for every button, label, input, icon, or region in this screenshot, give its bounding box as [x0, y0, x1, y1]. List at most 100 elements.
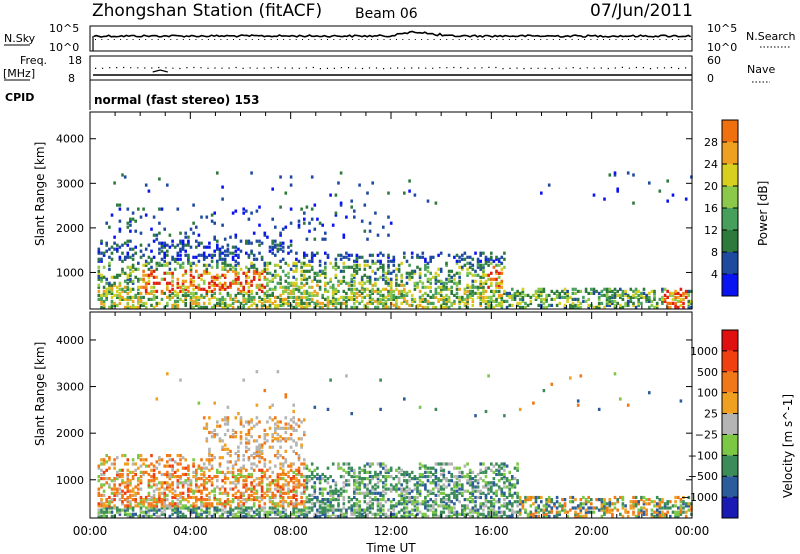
- heatmap-cell: [158, 487, 161, 491]
- heatmap-cell: [102, 253, 106, 257]
- heatmap-cell: [297, 219, 301, 223]
- heatmap-cell: [334, 489, 338, 493]
- heatmap-cell: [297, 285, 301, 289]
- heatmap-cell: [287, 291, 290, 295]
- heatmap-cell: [223, 422, 227, 426]
- heatmap-cell: [350, 289, 353, 293]
- heatmap-cell: [144, 464, 148, 468]
- heatmap-cell: [345, 251, 348, 255]
- heatmap-cell: [353, 479, 356, 483]
- heatmap-cell: [508, 479, 511, 483]
- heatmap-cell: [632, 504, 635, 508]
- heatmap-cell: [476, 285, 480, 289]
- heatmap-cell: [118, 487, 122, 491]
- heatmap-cell: [416, 485, 419, 489]
- heatmap-cell: [331, 287, 335, 291]
- heatmap-cell: [524, 498, 527, 502]
- heatmap-cell: [245, 437, 248, 441]
- heatmap-cell: [410, 502, 414, 506]
- heatmap-cell: [403, 502, 406, 506]
- heatmap-cell: [295, 257, 298, 261]
- heatmap-cell: [300, 437, 303, 441]
- heatmap-cell: [416, 512, 419, 516]
- heatmap-cell: [279, 514, 282, 518]
- heatmap-cell: [400, 468, 403, 472]
- heatmap-cell: [521, 287, 525, 291]
- heatmap-cell: [368, 495, 372, 500]
- heatmap-cell: [368, 281, 372, 285]
- heatmap-cell: [250, 295, 253, 299]
- heatmap-cell: [382, 225, 385, 229]
- heatmap-cell: [245, 483, 248, 487]
- heatmap-cell: [179, 265, 182, 269]
- heatmap-cell: [597, 295, 601, 299]
- heatmap-cell: [555, 512, 559, 516]
- heatmap-cell: [200, 512, 203, 516]
- heatmap-cell: [511, 287, 514, 291]
- heatmap-cell: [495, 493, 498, 497]
- heatmap-cell: [432, 275, 435, 279]
- heatmap-cell: [511, 495, 514, 500]
- heatmap-cell: [113, 483, 116, 487]
- heatmap-cell: [632, 293, 635, 297]
- heatmap-cell: [429, 470, 432, 474]
- heatmap-cell: [476, 481, 480, 485]
- heatmap-cell: [313, 293, 317, 297]
- heatmap-cell: [205, 439, 209, 443]
- colorbar-tick-label: 4: [711, 268, 718, 281]
- heatmap-cell: [239, 508, 243, 512]
- heatmap-cell: [181, 289, 185, 293]
- heatmap-cell: [97, 283, 101, 287]
- heatmap-cell: [389, 221, 393, 225]
- heatmap-cell: [305, 510, 309, 514]
- heatmap-cell: [368, 491, 372, 495]
- heatmap-cell: [558, 301, 561, 305]
- heatmap-cell: [152, 483, 156, 487]
- heatmap-cell: [329, 493, 332, 497]
- heatmap-cell: [189, 479, 193, 483]
- heatmap-cell: [558, 510, 561, 514]
- heatmap-cell: [316, 279, 319, 283]
- heatmap-cell: [508, 502, 511, 506]
- heatmap-cell: [426, 269, 430, 273]
- heatmap-cell: [213, 433, 216, 437]
- heatmap-cell: [281, 477, 285, 481]
- heatmap-cell: [637, 508, 640, 512]
- heatmap-cell: [329, 502, 332, 506]
- heatmap-cell: [345, 510, 348, 514]
- heatmap-cell: [279, 247, 282, 251]
- heatmap-cell: [126, 468, 130, 472]
- heatmap-cell: [674, 291, 677, 295]
- heatmap-cell: [392, 485, 396, 489]
- heatmap-cell: [347, 495, 351, 500]
- heatmap-cell: [479, 295, 482, 299]
- heatmap-cell: [661, 510, 664, 514]
- heatmap-cell: [595, 289, 598, 293]
- heatmap-cell: [245, 420, 248, 424]
- heatmap-cell: [661, 512, 664, 516]
- heatmap-cell: [113, 491, 116, 495]
- heatmap-cell: [453, 491, 456, 495]
- heatmap-cell: [324, 281, 327, 285]
- heatmap-cell: [574, 291, 577, 295]
- heatmap-cell: [374, 305, 377, 309]
- heatmap-cell: [305, 237, 309, 241]
- heatmap-cell: [152, 281, 156, 285]
- heatmap-cell: [347, 253, 351, 257]
- heatmap-cell: [152, 269, 156, 273]
- heatmap-cell: [379, 265, 382, 269]
- heatmap-cell: [540, 191, 543, 195]
- heatmap-cell: [353, 283, 356, 287]
- heatmap-cell: [550, 500, 554, 504]
- heatmap-cell: [155, 504, 159, 508]
- heatmap-cell: [682, 502, 685, 506]
- heatmap-cell: [126, 225, 130, 229]
- heatmap-cell: [603, 506, 606, 510]
- heatmap-cell: [150, 506, 153, 510]
- heatmap-cell: [202, 295, 206, 299]
- heatmap-cell: [171, 275, 174, 279]
- heatmap-cell: [371, 485, 374, 489]
- heatmap-cell: [479, 259, 482, 263]
- heatmap-cell: [274, 273, 277, 277]
